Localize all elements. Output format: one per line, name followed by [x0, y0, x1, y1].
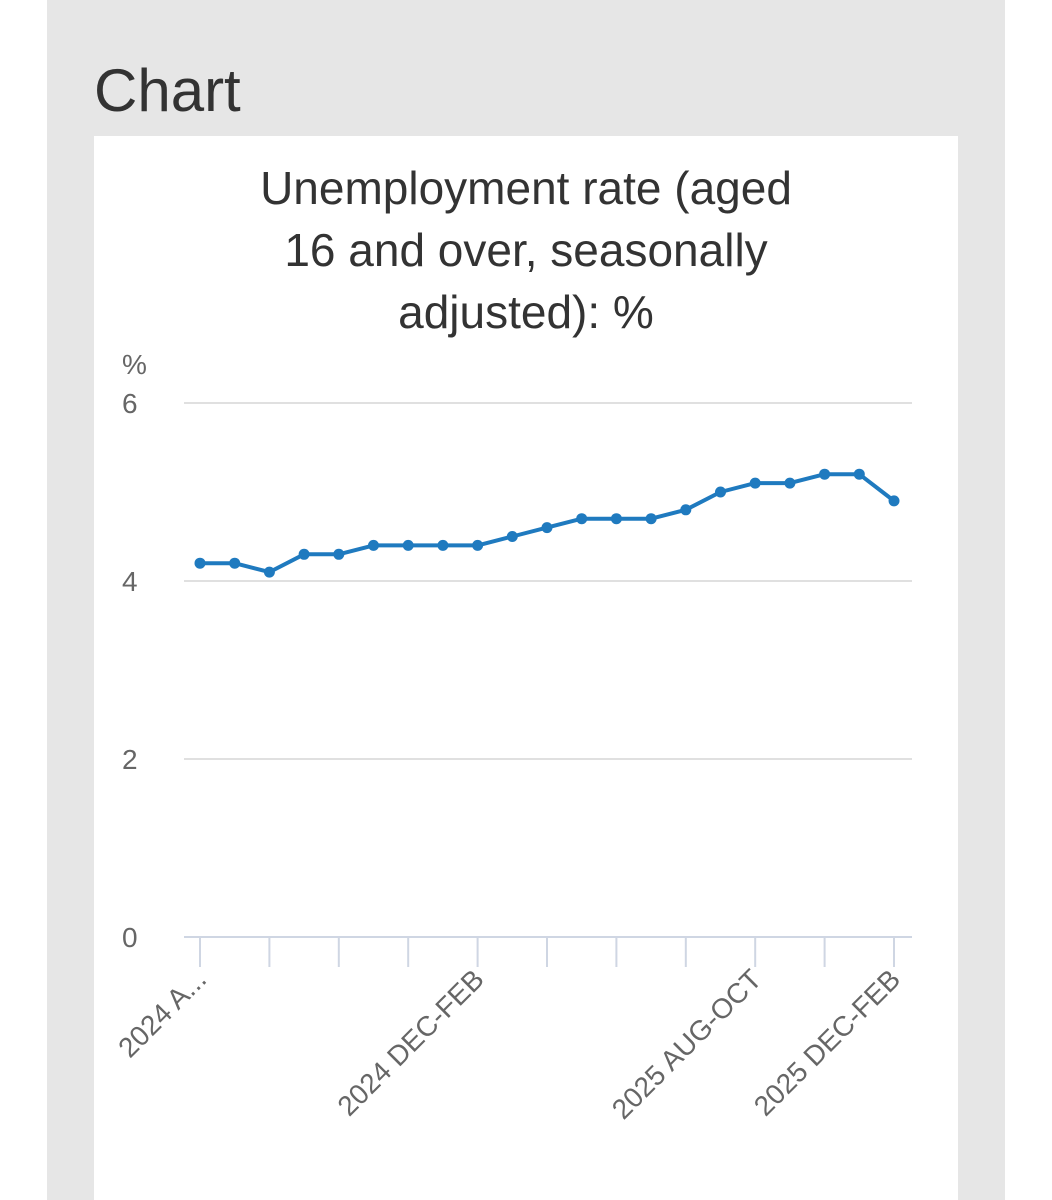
data-point — [333, 548, 345, 560]
data-point — [610, 513, 622, 525]
data-point — [888, 495, 900, 507]
data-point — [645, 513, 657, 525]
y-axis-unit-label: % — [122, 349, 147, 380]
data-point — [784, 477, 796, 489]
data-point — [263, 566, 275, 578]
data-point — [437, 539, 449, 551]
section-heading: Chart — [94, 57, 241, 124]
data-point — [853, 468, 865, 480]
data-point — [402, 539, 414, 551]
data-point — [194, 557, 206, 569]
chart-title-line: adjusted): % — [398, 286, 654, 338]
data-point — [715, 486, 726, 498]
x-tick-label: 2025 DEC-FEB — [748, 963, 906, 1121]
data-point — [229, 557, 241, 569]
y-tick-label: 0 — [122, 922, 138, 953]
chart-title-line: Unemployment rate (aged — [260, 162, 792, 214]
data-point — [680, 504, 692, 516]
data-point — [576, 513, 588, 525]
data-point — [368, 539, 379, 551]
chart-card: Unemployment rate (aged 16 and over, seas… — [94, 136, 958, 1200]
unemployment-line-chart: Unemployment rate (aged 16 and over, seas… — [112, 162, 912, 1125]
x-tick-label: 2024 A... — [112, 963, 212, 1063]
data-point — [472, 539, 484, 551]
data-point — [749, 477, 761, 489]
x-tick-label: 2024 DEC-FEB — [331, 963, 489, 1121]
x-tick-label: 2025 AUG-OCT — [606, 963, 768, 1125]
data-point — [541, 522, 553, 534]
chart-title-line: 16 and over, seasonally — [284, 224, 767, 276]
data-point — [819, 468, 831, 480]
y-tick-label: 6 — [122, 388, 138, 419]
y-tick-label: 4 — [122, 566, 138, 597]
data-point — [506, 531, 518, 542]
data-point — [298, 548, 310, 560]
y-tick-label: 2 — [122, 744, 138, 775]
